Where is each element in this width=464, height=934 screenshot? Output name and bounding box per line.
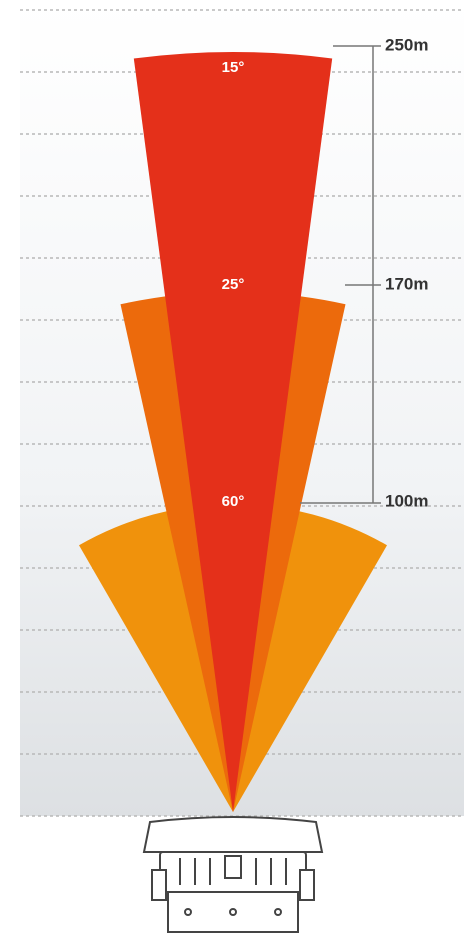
- range-label: 170m: [385, 274, 428, 293]
- angle-label: 60°: [222, 493, 245, 510]
- range-bracket: [300, 45, 381, 504]
- beam-15: [133, 51, 333, 813]
- angle-label: 15°: [222, 59, 245, 76]
- range-label: 250m: [385, 35, 428, 54]
- fixture: [142, 816, 324, 933]
- range-label: 100m: [385, 491, 428, 510]
- angle-label: 25°: [222, 276, 245, 293]
